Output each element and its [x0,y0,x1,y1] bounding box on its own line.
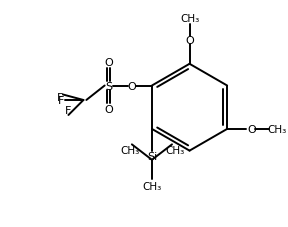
Text: O: O [185,35,194,45]
Text: CH₃: CH₃ [120,146,140,155]
Text: F: F [65,106,72,116]
Text: O: O [104,104,113,114]
Text: O: O [127,81,136,91]
Text: O: O [247,124,256,134]
Text: CH₃: CH₃ [268,124,287,134]
Text: CH₃: CH₃ [142,181,162,191]
Text: F: F [57,93,63,103]
Text: S: S [105,81,112,91]
Text: Si: Si [147,151,157,161]
Text: CH₃: CH₃ [165,146,185,155]
Text: F: F [58,96,65,106]
Text: O: O [104,58,113,68]
Text: CH₃: CH₃ [180,14,199,24]
